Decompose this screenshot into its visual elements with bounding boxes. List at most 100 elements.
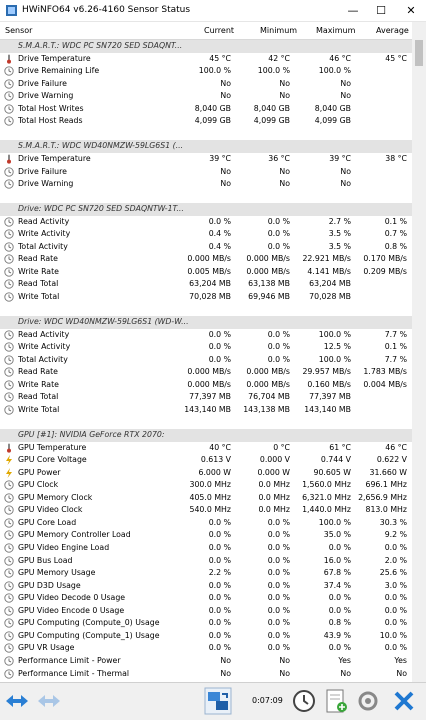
minimum-value: No bbox=[279, 179, 290, 189]
minimize-button[interactable]: — bbox=[347, 4, 359, 17]
close-button[interactable]: ✕ bbox=[406, 4, 416, 17]
column-header-sensor[interactable]: Sensor bbox=[5, 26, 33, 35]
sensor-group-name: Drive: WDC WD40NMZW-59LG6S1 (WD-W... bbox=[18, 317, 189, 327]
sensor-row[interactable]: GPU Bus Load 0.0 % 0.0 % 16.0 % 2.0 % bbox=[0, 555, 412, 568]
sensor-row[interactable]: GPU Video Engine Load 0.0 % 0.0 % 0.0 % 0.0 … bbox=[0, 542, 412, 555]
sensor-name: Drive Temperature bbox=[18, 53, 91, 63]
sensor-row[interactable]: Performance Limit - Thermal No No No No bbox=[0, 668, 412, 681]
sensor-row[interactable]: Total Activity 0.0 % 0.0 % 100.0 % 7.7 % bbox=[0, 354, 412, 367]
column-header-current[interactable]: Current bbox=[204, 26, 235, 35]
sensor-row[interactable]: Drive Remaining Life 100.0 % 100.0 % 100.0 … bbox=[0, 65, 412, 78]
network-switch-icon[interactable] bbox=[204, 687, 232, 715]
close-x-icon[interactable] bbox=[390, 687, 418, 715]
sensor-row[interactable]: Total Host Reads 4,099 GB 4,099 GB 4,099 GB bbox=[0, 115, 412, 128]
hwinfo-app-icon bbox=[6, 5, 17, 16]
sensor-name: GPU Core Voltage bbox=[18, 455, 87, 465]
average-value: 2.0 % bbox=[384, 555, 407, 565]
sensor-row[interactable]: GPU D3D Usage 0.0 % 0.0 % 37.4 % 3.0 % bbox=[0, 580, 412, 593]
sensor-row[interactable]: Drive Failure No No No bbox=[0, 78, 412, 91]
average-value: 0.209 MB/s bbox=[363, 266, 407, 276]
sensor-row[interactable]: GPU Memory Usage 2.2 % 0.0 % 67.8 % 25.6 % bbox=[0, 567, 412, 580]
navigate-left-right-arrows-disabled-icon[interactable] bbox=[34, 687, 64, 715]
maximize-button[interactable]: ☐ bbox=[376, 4, 386, 17]
row-separator bbox=[0, 127, 412, 141]
sensor-row[interactable]: Drive Temperature 39 °C 36 °C 39 °C 38 °C bbox=[0, 153, 412, 166]
sensor-row[interactable]: Write Activity 0.4 % 0.0 % 3.5 % 0.7 % bbox=[0, 228, 412, 241]
column-header-average[interactable]: Average bbox=[376, 26, 409, 35]
sensor-list[interactable]: S.M.A.R.T.: WDC PC SN720 SED SDAQNT... Dr… bbox=[0, 40, 412, 682]
sensor-clock-icon bbox=[4, 166, 14, 177]
sensor-row[interactable]: Read Total 77,397 MB 76,704 MB 77,397 MB bbox=[0, 391, 412, 404]
sensor-group-header[interactable]: S.M.A.R.T.: WDC PC SN720 SED SDAQNT... bbox=[0, 40, 412, 53]
sensor-row[interactable]: Write Total 143,140 MB 143,138 MB 143,140 M… bbox=[0, 404, 412, 417]
maximum-value: 3.5 % bbox=[328, 229, 351, 239]
sensor-name: Total Activity bbox=[18, 354, 68, 364]
sensor-row[interactable]: Read Activity 0.0 % 0.0 % 100.0 % 7.7 % bbox=[0, 329, 412, 342]
average-value: 0.7 % bbox=[384, 229, 407, 239]
minimum-value: 0.000 MB/s bbox=[246, 367, 290, 377]
minimum-value: 0.0 % bbox=[267, 568, 290, 578]
sensor-row[interactable]: GPU Video Decode 0 Usage 0.0 % 0.0 % 0.0 % 0… bbox=[0, 592, 412, 605]
sensor-row[interactable]: GPU Video Encode 0 Usage 0.0 % 0.0 % 0.0 % 0… bbox=[0, 605, 412, 618]
sensor-row[interactable]: Drive Warning No No No bbox=[0, 178, 412, 191]
title-bar: HWiNFO64 v6.26-4160 Sensor Status — ☐ ✕ bbox=[0, 0, 426, 22]
sensor-row[interactable]: Drive Temperature 45 °C 42 °C 46 °C 45 °C bbox=[0, 53, 412, 66]
sensor-row[interactable]: Total Activity 0.4 % 0.0 % 3.5 % 0.8 % bbox=[0, 241, 412, 254]
current-value: 45 °C bbox=[209, 53, 231, 63]
sensor-row[interactable]: Write Rate 0.000 MB/s 0.000 MB/s 0.160 MB/s… bbox=[0, 379, 412, 392]
maximum-value: 2.7 % bbox=[328, 216, 351, 226]
sensor-row[interactable]: Write Rate 0.005 MB/s 0.000 MB/s 4.141 MB/s… bbox=[0, 266, 412, 279]
sensor-name: Write Activity bbox=[18, 342, 71, 352]
sensor-row[interactable]: Read Activity 0.0 % 0.0 % 2.7 % 0.1 % bbox=[0, 216, 412, 229]
sensor-row[interactable]: Read Rate 0.000 MB/s 0.000 MB/s 22.921 MB/s… bbox=[0, 253, 412, 266]
current-value: 100.0 % bbox=[198, 66, 231, 76]
sensor-clock-icon bbox=[4, 405, 14, 415]
settings-reset-icon[interactable] bbox=[354, 687, 382, 715]
sensor-row[interactable]: Performance Limit - Power No No Yes Yes bbox=[0, 655, 412, 668]
sensor-row[interactable]: Read Rate 0.000 MB/s 0.000 MB/s 29.957 MB/s… bbox=[0, 366, 412, 379]
sensor-row[interactable]: GPU Video Clock 540.0 MHz 0.0 MHz 1,440.0 M… bbox=[0, 504, 412, 517]
sensor-row[interactable]: Total Host Writes 8,040 GB 8,040 GB 8,040 G… bbox=[0, 103, 412, 116]
sensor-row[interactable]: GPU Core Voltage 0.613 V 0.000 V 0.744 V 0.6… bbox=[0, 454, 412, 467]
sensor-row[interactable]: GPU Core Load 0.0 % 0.0 % 100.0 % 30.3 % bbox=[0, 517, 412, 530]
average-value: 0.1 % bbox=[384, 216, 407, 226]
sensor-clock-icon bbox=[4, 392, 14, 403]
average-value: 46 °C bbox=[385, 442, 407, 452]
clock-icon[interactable] bbox=[290, 687, 318, 715]
minimum-value: 0.0 % bbox=[267, 555, 290, 565]
sensor-name: GPU Video Decode 0 Usage bbox=[18, 593, 126, 603]
column-header-minimum[interactable]: Minimum bbox=[260, 26, 298, 35]
sensor-group-header[interactable]: Drive: WDC PC SN720 SED SDAQNTW-1T... bbox=[0, 203, 412, 216]
sensor-name: GPU Core Load bbox=[18, 517, 77, 527]
sensor-group-header[interactable]: S.M.A.R.T.: WDC WD40NMZW-59LG6S1 (... bbox=[0, 140, 412, 153]
vertical-scrollbar[interactable] bbox=[412, 22, 426, 682]
sensor-row[interactable]: Write Activity 0.0 % 0.0 % 12.5 % 0.1 % bbox=[0, 341, 412, 354]
report-add-icon[interactable] bbox=[322, 687, 350, 715]
sensor-name: Total Host Reads bbox=[18, 116, 83, 126]
maximum-value: 67.8 % bbox=[323, 568, 351, 578]
minimum-value: 0.0 % bbox=[267, 618, 290, 628]
navigate-left-right-arrows-icon[interactable] bbox=[2, 687, 32, 715]
sensor-row[interactable]: Read Total 63,204 MB 63,138 MB 63,204 MB bbox=[0, 278, 412, 291]
column-header-maximum[interactable]: Maximum bbox=[316, 26, 356, 35]
sensor-row[interactable]: GPU Computing (Compute_1) Usage 0.0 % 0.0 … bbox=[0, 630, 412, 643]
sensor-row[interactable]: GPU Temperature 40 °C 0 °C 61 °C 46 °C bbox=[0, 442, 412, 455]
scrollbar-thumb[interactable] bbox=[415, 40, 423, 66]
sensor-group-header[interactable]: Drive: WDC WD40NMZW-59LG6S1 (WD-W... bbox=[0, 316, 412, 329]
sensor-row[interactable]: Write Total 70,028 MB 69,946 MB 70,028 MB bbox=[0, 291, 412, 304]
maximum-value: 0.0 % bbox=[328, 593, 351, 603]
sensor-row[interactable]: GPU Power 6.000 W 0.000 W 90.605 W 31.660 W bbox=[0, 467, 412, 480]
maximum-value: No bbox=[340, 179, 351, 189]
sensor-row[interactable]: GPU VR Usage 0.0 % 0.0 % 0.0 % 0.0 % bbox=[0, 642, 412, 655]
sensor-row[interactable]: Drive Warning No No No bbox=[0, 90, 412, 103]
sensor-row[interactable]: GPU Memory Clock 405.0 MHz 0.0 MHz 6,321.0 … bbox=[0, 492, 412, 505]
sensor-row[interactable]: Drive Failure No No No bbox=[0, 166, 412, 179]
sensor-group-header[interactable]: GPU [#1]: NVIDIA GeForce RTX 2070: bbox=[0, 429, 412, 442]
sensor-row[interactable]: GPU Computing (Compute_0) Usage 0.0 % 0.0 … bbox=[0, 617, 412, 630]
maximum-value: 1,440.0 MHz bbox=[302, 505, 351, 515]
sensor-row[interactable]: GPU Memory Controller Load 0.0 % 0.0 % 35.0… bbox=[0, 529, 412, 542]
maximum-value: 100.0 % bbox=[318, 329, 351, 339]
sensor-clock-icon bbox=[4, 229, 14, 239]
sensor-row[interactable]: GPU Clock 300.0 MHz 0.0 MHz 1,560.0 MHz 696.… bbox=[0, 479, 412, 492]
sensor-group-name: GPU [#1]: NVIDIA GeForce RTX 2070: bbox=[18, 430, 165, 440]
